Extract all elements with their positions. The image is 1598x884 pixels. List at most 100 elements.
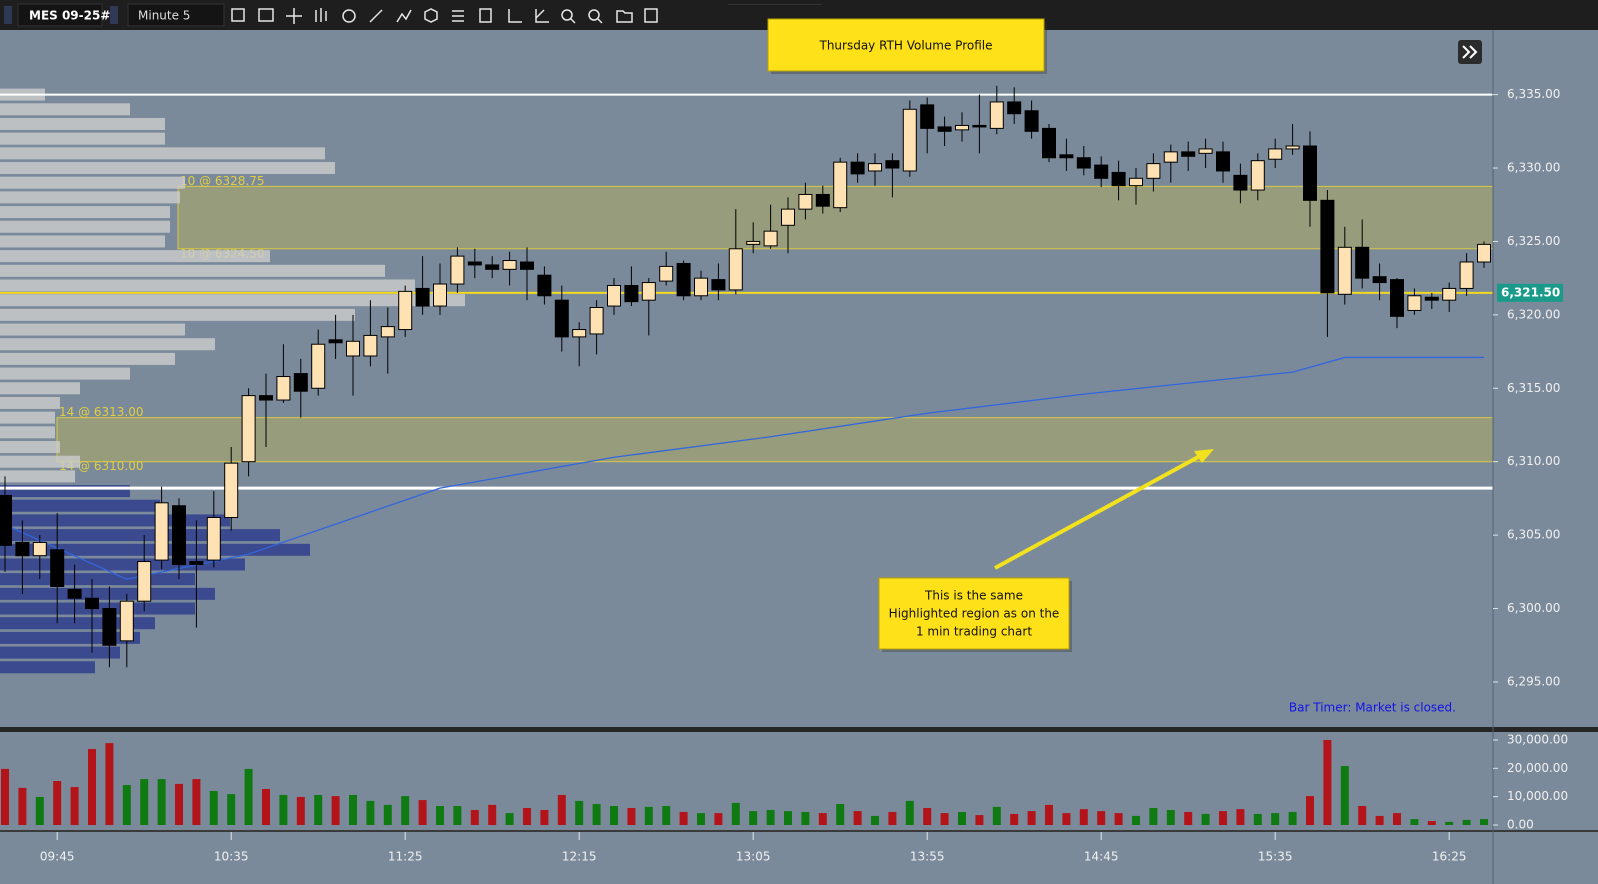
volume-bar bbox=[1427, 821, 1436, 825]
volume-bar bbox=[175, 783, 183, 825]
candle-body bbox=[955, 124, 969, 131]
candle-body bbox=[607, 284, 621, 307]
annotation-arrowhead bbox=[1194, 449, 1214, 463]
volume-bar bbox=[366, 800, 375, 825]
volume-bar bbox=[523, 807, 531, 825]
candle-body bbox=[711, 279, 726, 291]
candle-body bbox=[1407, 295, 1422, 311]
volume-bar bbox=[70, 787, 79, 825]
toolbar-icons[interactable] bbox=[231, 8, 658, 24]
volume-profile-bar bbox=[0, 470, 75, 483]
volume-profile-bar bbox=[0, 646, 120, 659]
volume-bar bbox=[557, 794, 566, 825]
volume-bar bbox=[1149, 807, 1158, 825]
volume-bar bbox=[53, 781, 62, 825]
volume-bar bbox=[1201, 813, 1210, 825]
candle-body bbox=[728, 248, 743, 291]
candle-body bbox=[1059, 154, 1074, 159]
volume-bar bbox=[644, 806, 653, 825]
volume-bar bbox=[1219, 811, 1227, 825]
volume-bar bbox=[192, 779, 201, 825]
candle-body bbox=[641, 282, 656, 301]
candle-body bbox=[363, 334, 378, 357]
volume-bar bbox=[940, 813, 949, 825]
candle-body bbox=[1372, 276, 1387, 284]
volume-profile-bar bbox=[0, 176, 185, 189]
volume-bar bbox=[1, 768, 9, 825]
volume-bar bbox=[958, 811, 966, 825]
candle-body bbox=[1181, 151, 1196, 157]
candle-body bbox=[241, 395, 256, 463]
instrument[interactable]: MES 09-25# bbox=[29, 9, 110, 23]
x-tick-label: 13:55 bbox=[910, 850, 945, 864]
volume-bar bbox=[1045, 804, 1053, 825]
zone-label: 14 @ 6310.00 bbox=[59, 459, 144, 473]
y-tick-label: 6,315.00 bbox=[1507, 381, 1560, 395]
volume-profile-bar bbox=[0, 455, 80, 468]
candle-body bbox=[1094, 164, 1109, 179]
interval-box[interactable] bbox=[127, 3, 225, 27]
volume-profile-bar bbox=[0, 308, 355, 321]
volume-bar bbox=[888, 811, 897, 825]
candle-body bbox=[850, 161, 865, 175]
volume-profile-bar bbox=[0, 264, 385, 277]
volume-bar bbox=[1253, 813, 1262, 825]
volume-profile-bar bbox=[0, 206, 170, 219]
volume-bar bbox=[418, 800, 427, 825]
volume-profile-bar bbox=[0, 132, 165, 145]
candle-body bbox=[102, 608, 117, 646]
candle-body bbox=[1268, 148, 1283, 160]
volume-bar bbox=[749, 811, 758, 825]
candle-body bbox=[1163, 151, 1178, 163]
volume-bar bbox=[975, 815, 984, 825]
x-tick-label: 14:45 bbox=[1084, 850, 1119, 864]
volume-bar bbox=[592, 804, 601, 825]
y-tick-label: 6,335.00 bbox=[1507, 87, 1560, 101]
candle-body bbox=[1076, 157, 1091, 169]
candle-body bbox=[1424, 296, 1439, 301]
candle-body bbox=[1042, 127, 1056, 159]
candle-body bbox=[485, 264, 500, 270]
volume-bar bbox=[35, 796, 44, 825]
candle-body bbox=[868, 163, 882, 172]
expand-icon[interactable] bbox=[1462, 45, 1478, 59]
volume-bar bbox=[1375, 815, 1384, 825]
candle-body bbox=[85, 597, 99, 610]
volume-bar bbox=[1097, 811, 1106, 825]
candle-body bbox=[1216, 151, 1230, 172]
volume-bar bbox=[349, 794, 357, 825]
candle-body bbox=[885, 160, 900, 169]
volume-bar bbox=[279, 794, 288, 825]
candle-body bbox=[572, 329, 587, 338]
volume-profile-bar bbox=[0, 220, 170, 233]
volume-bar bbox=[296, 796, 305, 825]
volume-bar bbox=[1340, 766, 1349, 825]
x-tick-label: 10:35 bbox=[214, 850, 249, 864]
interval[interactable]: Minute 5 bbox=[138, 9, 190, 23]
candle-body bbox=[346, 340, 360, 357]
volume-bar bbox=[662, 806, 671, 825]
volume-bar bbox=[853, 811, 862, 825]
volume-profile-bar bbox=[0, 147, 325, 160]
annotation-text: This is the same bbox=[924, 589, 1023, 603]
title-box bbox=[767, 18, 1045, 72]
y-tick-label: 6,300.00 bbox=[1507, 601, 1560, 615]
candle-body bbox=[798, 193, 813, 210]
annotation-arrow bbox=[994, 454, 1201, 570]
instrument-box[interactable] bbox=[17, 3, 103, 27]
candle-body bbox=[833, 161, 848, 209]
candle-body bbox=[763, 230, 778, 247]
volume-tick-label: 30,000.00 bbox=[1507, 732, 1568, 746]
volume-bar bbox=[1184, 811, 1193, 825]
candle-body bbox=[1285, 145, 1300, 150]
volume-bar bbox=[314, 794, 323, 825]
toolbar-handle bbox=[110, 6, 118, 24]
toolbar-handle bbox=[4, 6, 12, 24]
volume-bar bbox=[801, 811, 810, 825]
volume-bar bbox=[1445, 821, 1454, 825]
volume-profile-bar bbox=[0, 631, 140, 644]
candle-body bbox=[554, 299, 569, 338]
candle-body bbox=[1129, 177, 1143, 187]
candle-body bbox=[67, 588, 82, 599]
